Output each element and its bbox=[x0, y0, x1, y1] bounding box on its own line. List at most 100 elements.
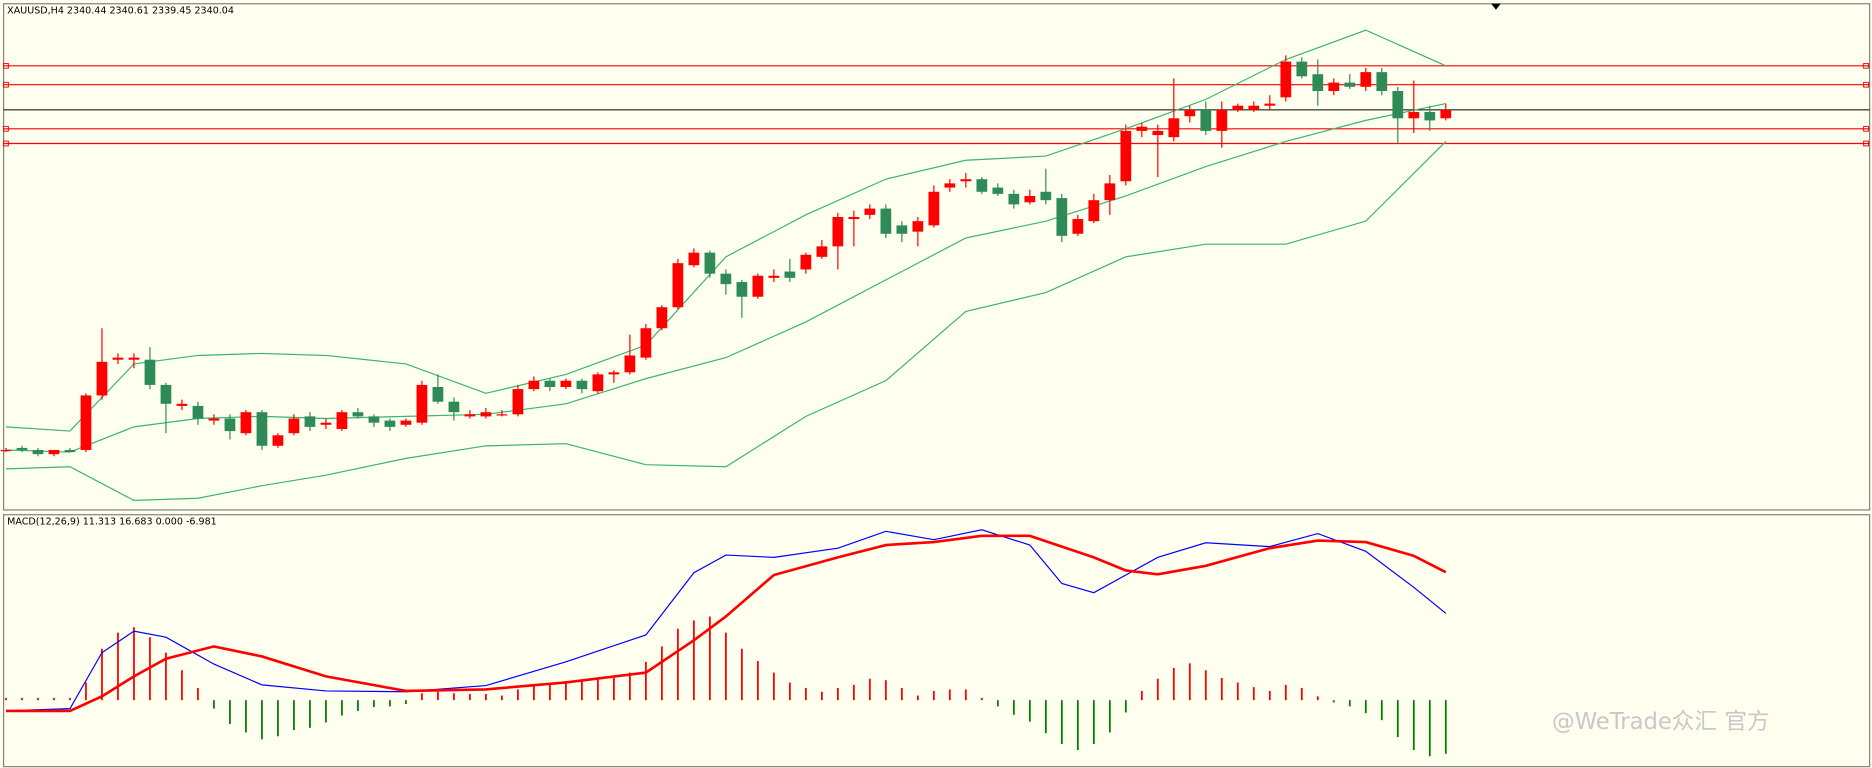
candle-body bbox=[16, 447, 28, 450]
level-handle bbox=[1863, 140, 1869, 147]
candle-body bbox=[1088, 200, 1100, 222]
level-handle bbox=[3, 81, 9, 88]
candle-body bbox=[368, 416, 380, 423]
candle-body bbox=[1072, 219, 1084, 234]
candle-body bbox=[208, 418, 220, 421]
candle-body bbox=[560, 380, 572, 388]
candle-body bbox=[896, 225, 908, 234]
candle-body bbox=[96, 361, 108, 396]
watermark: @WeTrade众汇 官方 bbox=[1552, 709, 1770, 735]
candle-body bbox=[32, 449, 44, 455]
candle-body bbox=[1312, 74, 1324, 92]
bollinger-middle bbox=[5, 102, 1446, 453]
candle-body bbox=[960, 179, 972, 182]
candle-body bbox=[1392, 91, 1404, 119]
candle-body bbox=[592, 374, 604, 392]
candle-body bbox=[1152, 130, 1164, 136]
candle-body bbox=[768, 275, 780, 278]
candle-body bbox=[1136, 126, 1148, 131]
candle-body bbox=[176, 403, 188, 406]
candle-body bbox=[192, 405, 204, 419]
candle-body bbox=[1440, 109, 1452, 119]
candle-body bbox=[1328, 82, 1340, 92]
price-pane bbox=[2, 3, 1871, 511]
candle-body bbox=[656, 307, 668, 329]
candle-body bbox=[1424, 112, 1436, 121]
candle-body bbox=[848, 216, 860, 220]
candle-body bbox=[624, 355, 636, 373]
level-handle bbox=[3, 125, 9, 132]
candle-body bbox=[672, 263, 684, 308]
macd-line bbox=[5, 529, 1447, 712]
candle-body bbox=[1232, 105, 1244, 110]
candle-body bbox=[0, 449, 12, 452]
candle-body bbox=[496, 414, 508, 416]
candle-body bbox=[448, 401, 460, 413]
bollinger-upper bbox=[5, 29, 1447, 432]
candle-body bbox=[736, 282, 748, 297]
candle-body bbox=[256, 412, 268, 446]
candle-body bbox=[352, 412, 364, 417]
level-handle bbox=[3, 140, 9, 147]
candle-body bbox=[1376, 72, 1388, 92]
candle-body bbox=[1168, 118, 1180, 138]
candle-body bbox=[416, 384, 428, 423]
candle-body bbox=[1200, 109, 1212, 131]
candle-body bbox=[1104, 183, 1116, 201]
candle-body bbox=[512, 389, 524, 415]
candle-body bbox=[1408, 112, 1420, 119]
candle-body bbox=[832, 216, 844, 247]
candle-body bbox=[1216, 109, 1228, 131]
level-handle bbox=[3, 62, 9, 69]
candle-body bbox=[1056, 198, 1068, 236]
candle-body bbox=[528, 380, 540, 390]
candle-body bbox=[1248, 105, 1260, 110]
candle-body bbox=[544, 380, 556, 388]
candle-body bbox=[784, 271, 796, 278]
candle-body bbox=[1040, 191, 1052, 201]
shift-marker bbox=[1491, 3, 1501, 10]
macd-line bbox=[5, 534, 1447, 713]
candle-body bbox=[80, 395, 92, 450]
candle-body bbox=[992, 187, 1004, 194]
candle-body bbox=[320, 422, 332, 425]
candle-body bbox=[752, 275, 764, 297]
price-pane-title: XAUUSD,H4 2340.44 2340.61 2339.45 2340.0… bbox=[7, 5, 234, 16]
candle-body bbox=[640, 328, 652, 358]
candle-body bbox=[1120, 130, 1132, 182]
candle-body bbox=[1024, 195, 1036, 203]
candle-body bbox=[608, 372, 620, 375]
candle-body bbox=[272, 435, 284, 446]
candle-body bbox=[144, 359, 156, 385]
candle-body bbox=[1184, 109, 1196, 117]
candle-body bbox=[704, 252, 716, 274]
candle-body bbox=[336, 412, 348, 429]
candle-body bbox=[1344, 82, 1356, 87]
candle-body bbox=[464, 414, 476, 417]
candle-body bbox=[928, 191, 940, 226]
candle-body bbox=[224, 418, 236, 432]
candle-body bbox=[1008, 193, 1020, 205]
candle-body bbox=[64, 449, 76, 453]
candle-body bbox=[1360, 72, 1372, 87]
candle-body bbox=[384, 420, 396, 427]
bollinger-lower bbox=[5, 140, 1447, 502]
macd-pane bbox=[2, 514, 1871, 768]
macd-pane-title: MACD(12,26,9) 11.313 16.683 0.000 -6.981 bbox=[7, 516, 217, 527]
candle-body bbox=[288, 418, 300, 434]
candle-body bbox=[1296, 61, 1308, 77]
candle-body bbox=[160, 384, 172, 404]
candle-body bbox=[576, 380, 588, 390]
candle-body bbox=[912, 221, 924, 232]
candle-body bbox=[400, 420, 412, 425]
candle-body bbox=[864, 208, 876, 215]
candle-body bbox=[880, 208, 892, 234]
level-handle bbox=[1863, 81, 1869, 88]
candle-body bbox=[432, 387, 444, 402]
candle-body bbox=[240, 412, 252, 434]
candle-body bbox=[1264, 103, 1276, 106]
candle-body bbox=[976, 179, 988, 192]
candle-body bbox=[128, 357, 140, 360]
